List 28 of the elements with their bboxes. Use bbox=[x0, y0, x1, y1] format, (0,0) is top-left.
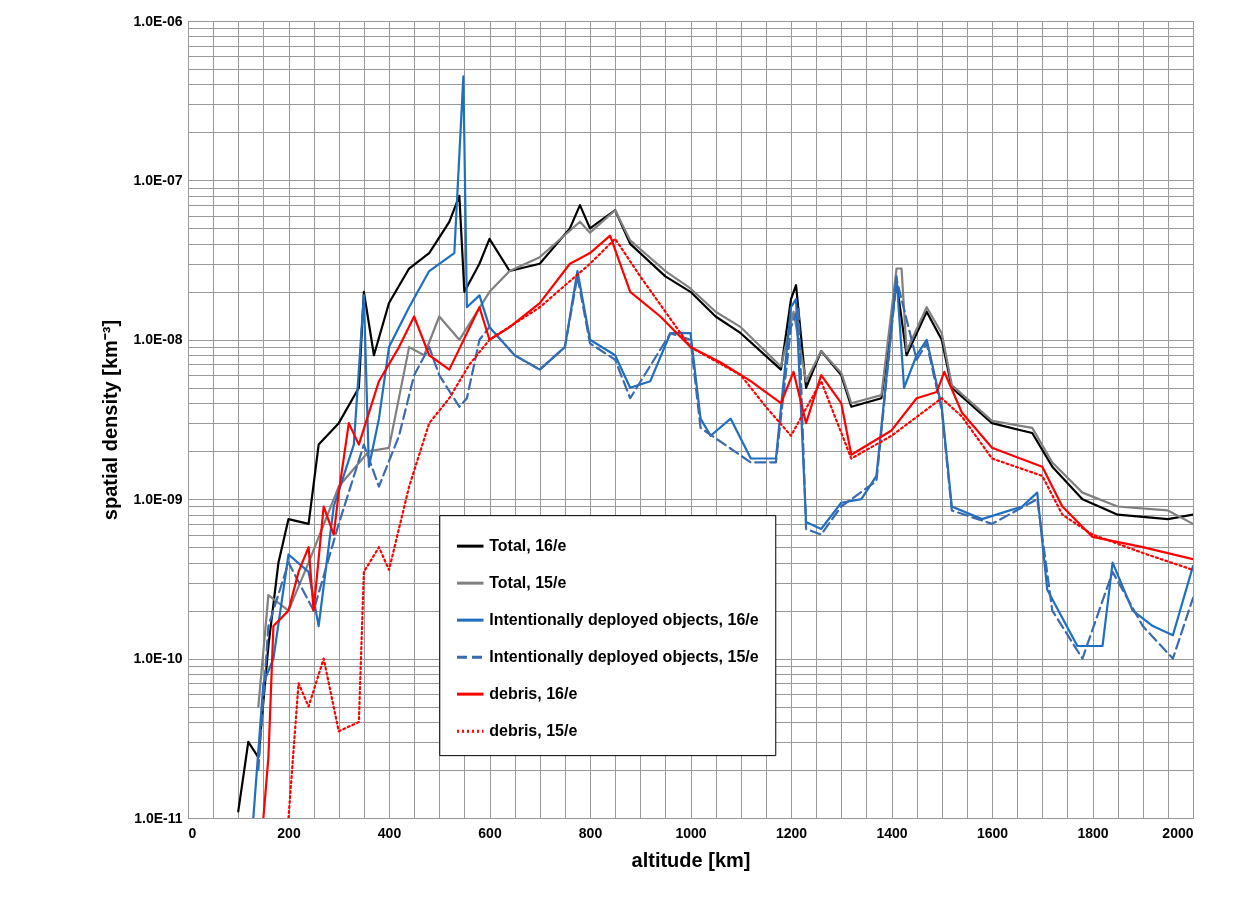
x-tick-label: 1200 bbox=[775, 824, 808, 841]
x-tick-label: 800 bbox=[578, 824, 603, 841]
legend-label: Intentionally deployed objects, 16/e bbox=[489, 611, 759, 629]
y-tick-label: 1.0E-08 bbox=[133, 331, 183, 348]
legend-label: Total, 16/e bbox=[489, 537, 567, 555]
x-axis-title: altitude [km] bbox=[631, 848, 751, 871]
y-axis-title: spatial density [km⁻³] bbox=[99, 319, 122, 521]
legend-label: debris, 15/e bbox=[489, 722, 578, 740]
y-tick-label: 1.0E-10 bbox=[133, 650, 183, 667]
legend-label: debris, 16/e bbox=[489, 685, 578, 703]
legend-label: Total, 15/e bbox=[489, 574, 567, 592]
line-series bbox=[257, 209, 1193, 708]
y-tick-label: 1.0E-11 bbox=[134, 809, 183, 826]
x-tick-label: 0 bbox=[188, 824, 197, 841]
y-tick-label: 1.0E-09 bbox=[133, 490, 183, 507]
y-tick-label: 1.0E-06 bbox=[133, 12, 183, 29]
y-tick-label: 1.0E-07 bbox=[133, 171, 183, 188]
line-series bbox=[252, 75, 1193, 818]
x-tick-label: 1600 bbox=[976, 824, 1009, 841]
x-tick-label: 200 bbox=[277, 824, 301, 841]
x-tick-label: 600 bbox=[478, 824, 502, 841]
x-tick-label: 1400 bbox=[876, 824, 908, 841]
x-tick-label: 1000 bbox=[675, 824, 707, 841]
x-tick-label: 2000 bbox=[1162, 824, 1194, 841]
legend-label: Intentionally deployed objects, 15/e bbox=[489, 648, 759, 666]
line-series bbox=[257, 275, 1193, 772]
x-tick-label: 1800 bbox=[1077, 824, 1109, 841]
x-tick-label: 400 bbox=[377, 824, 402, 841]
